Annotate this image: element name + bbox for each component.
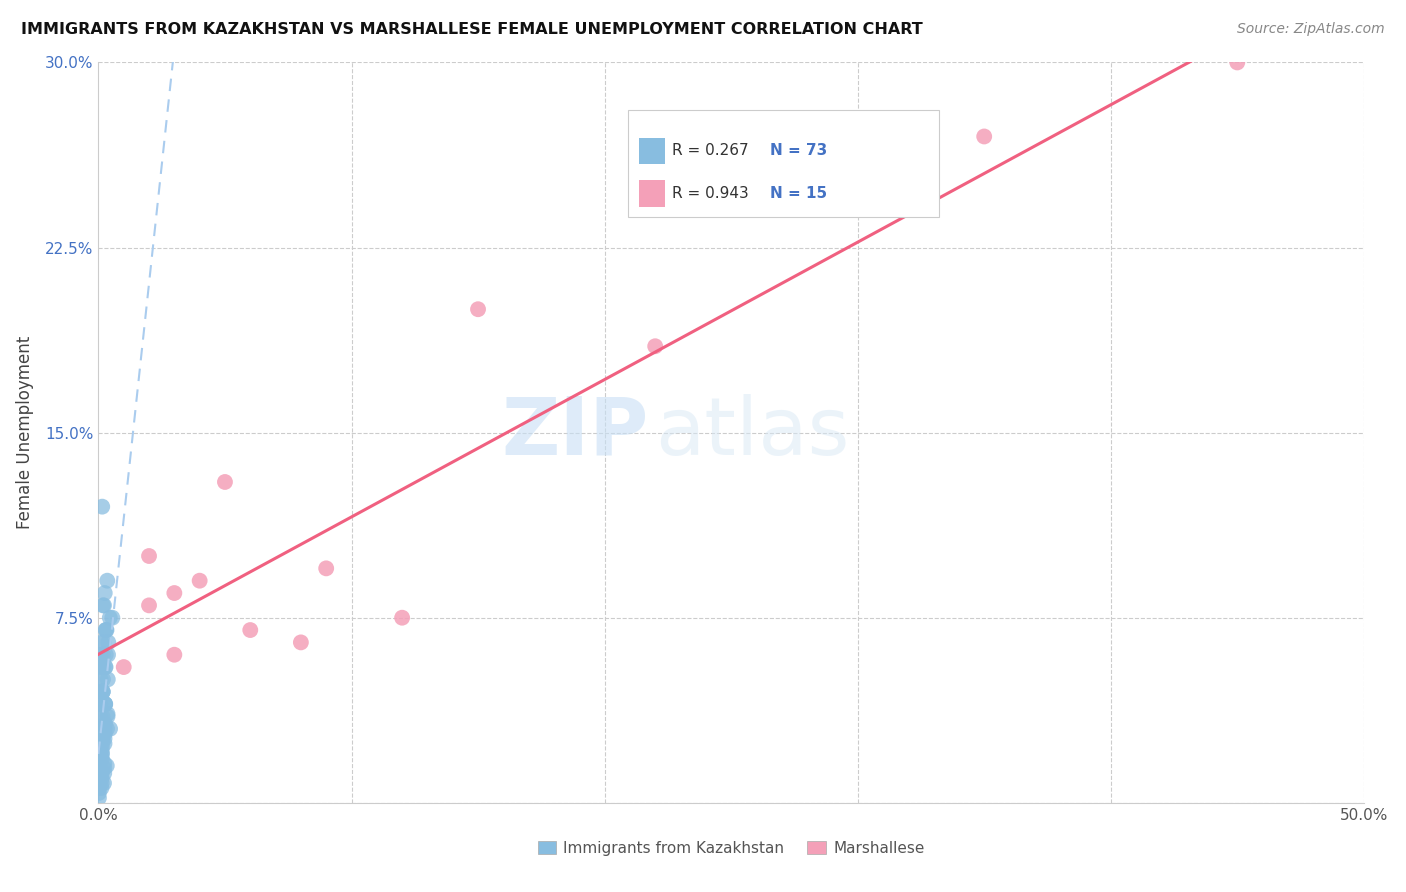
Point — [89, 648, 111, 662]
Text: R = 0.943: R = 0.943 — [672, 186, 748, 201]
Point — [89, 697, 111, 711]
Point — [90, 776, 112, 790]
Point — [91, 747, 114, 761]
Point — [87, 790, 110, 805]
Point — [138, 549, 160, 563]
Point — [91, 709, 114, 723]
Point — [94, 660, 117, 674]
Point — [91, 685, 114, 699]
Point — [98, 610, 121, 624]
Point — [93, 586, 117, 600]
Point — [112, 660, 135, 674]
Point — [89, 747, 111, 761]
Point — [96, 706, 118, 721]
Point — [96, 574, 118, 588]
Legend: Immigrants from Kazakhstan, Marshallese: Immigrants from Kazakhstan, Marshallese — [531, 835, 931, 862]
Point — [93, 599, 115, 613]
Point — [94, 697, 117, 711]
Point — [90, 747, 112, 761]
Point — [93, 756, 115, 771]
Point — [90, 635, 112, 649]
Point — [290, 635, 312, 649]
Point — [91, 727, 114, 741]
Point — [96, 709, 118, 723]
Point — [214, 475, 236, 489]
Point — [89, 741, 111, 756]
Point — [94, 697, 117, 711]
Point — [89, 751, 111, 765]
Point — [93, 761, 115, 775]
Text: ZIP: ZIP — [502, 393, 648, 472]
Point — [239, 623, 262, 637]
Point — [90, 766, 112, 780]
Point — [91, 751, 114, 765]
Point — [89, 776, 111, 790]
Point — [97, 673, 120, 687]
Point — [90, 673, 112, 687]
Point — [94, 623, 117, 637]
Text: N = 15: N = 15 — [770, 186, 827, 201]
Point — [91, 660, 114, 674]
Point — [96, 722, 118, 736]
Point — [91, 731, 114, 746]
Point — [98, 722, 121, 736]
Point — [89, 756, 111, 771]
Point — [97, 648, 120, 662]
Point — [93, 737, 115, 751]
Point — [93, 722, 117, 736]
Point — [163, 586, 186, 600]
Point — [89, 771, 111, 785]
Point — [89, 734, 111, 748]
Point — [89, 685, 111, 699]
Point — [644, 339, 666, 353]
Point — [91, 741, 114, 756]
Point — [94, 660, 117, 674]
Point — [93, 776, 115, 790]
Point — [89, 734, 111, 748]
Point — [101, 610, 124, 624]
Point — [391, 610, 413, 624]
Point — [93, 731, 115, 746]
Point — [1226, 55, 1249, 70]
Point — [90, 660, 112, 674]
Text: N = 73: N = 73 — [770, 144, 827, 159]
Y-axis label: Female Unemployment: Female Unemployment — [15, 336, 34, 529]
Point — [93, 766, 115, 780]
Point — [138, 599, 160, 613]
Point — [91, 648, 114, 662]
Point — [91, 685, 114, 699]
Point — [94, 648, 117, 662]
Point — [89, 722, 111, 736]
Point — [90, 780, 112, 795]
Point — [89, 780, 111, 795]
Point — [91, 673, 114, 687]
Point — [89, 709, 111, 723]
Point — [93, 727, 117, 741]
Point — [93, 635, 115, 649]
Point — [87, 786, 110, 800]
Point — [96, 623, 118, 637]
Point — [973, 129, 995, 144]
Point — [94, 697, 117, 711]
Point — [467, 302, 489, 317]
Point — [97, 635, 120, 649]
Text: Source: ZipAtlas.com: Source: ZipAtlas.com — [1237, 22, 1385, 37]
Point — [89, 761, 111, 775]
Point — [163, 648, 186, 662]
Point — [91, 737, 114, 751]
Point — [94, 623, 117, 637]
Text: IMMIGRANTS FROM KAZAKHSTAN VS MARSHALLESE FEMALE UNEMPLOYMENT CORRELATION CHART: IMMIGRANTS FROM KAZAKHSTAN VS MARSHALLES… — [21, 22, 922, 37]
Text: R = 0.267: R = 0.267 — [672, 144, 748, 159]
Point — [96, 758, 118, 772]
Point — [91, 500, 114, 514]
Point — [94, 716, 117, 731]
Point — [315, 561, 337, 575]
Point — [90, 771, 112, 785]
Point — [89, 766, 111, 780]
Point — [188, 574, 211, 588]
Point — [91, 685, 114, 699]
Text: atlas: atlas — [655, 393, 849, 472]
Point — [91, 599, 114, 613]
